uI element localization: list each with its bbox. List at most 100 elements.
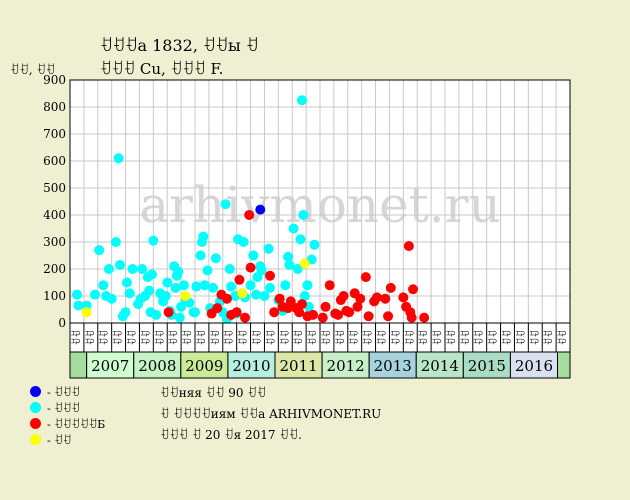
data-point — [162, 277, 173, 288]
data-point — [403, 241, 414, 252]
data-point — [221, 293, 232, 304]
legend-swatch-yellow — [30, 433, 41, 445]
x-category-label: ꀀꀀ — [515, 330, 527, 346]
data-point — [106, 293, 117, 304]
y-tick-label: 700 — [43, 127, 66, 141]
x-category-label: ꀀꀀ — [293, 330, 305, 346]
x-category-label: ꀀꀀ — [474, 330, 486, 346]
year-band — [368, 351, 417, 379]
year-label: 2010 — [232, 357, 270, 375]
legend-label: - ꀀꀀꀀ — [47, 385, 80, 399]
legend-label: - ꀀꀀꀀ — [47, 401, 80, 415]
year-label: 2013 — [374, 357, 412, 375]
note-line: ꀀꀀняя ꀀꀀ 90 ꀀꀀ — [160, 386, 267, 400]
data-point — [419, 312, 430, 323]
data-point — [283, 251, 294, 262]
data-point — [324, 280, 335, 291]
year-band — [133, 351, 182, 379]
data-point — [98, 280, 109, 291]
year-band — [509, 351, 558, 379]
y-tick-label: 200 — [43, 262, 66, 276]
data-point — [190, 307, 200, 318]
data-point — [248, 250, 259, 261]
data-point — [298, 210, 309, 220]
x-category-label: ꀀꀀ — [335, 330, 347, 346]
data-point — [113, 153, 124, 164]
x-category-label: ꀀꀀ — [418, 330, 430, 346]
data-point — [231, 307, 242, 318]
y-tick-label: 300 — [43, 235, 66, 249]
y-tick-label: 400 — [43, 208, 66, 222]
data-point — [309, 239, 320, 250]
legend-swatch-blue — [30, 385, 41, 397]
x-category-label: ꀀꀀ — [529, 330, 541, 346]
x-category-label: ꀀꀀ — [502, 330, 514, 346]
data-point — [127, 264, 138, 274]
data-point — [352, 301, 363, 312]
data-point — [198, 231, 209, 242]
y-tick-label: 500 — [43, 181, 66, 195]
data-point — [371, 292, 382, 303]
data-point — [124, 288, 135, 299]
data-point — [121, 277, 132, 288]
year-cell-end — [557, 351, 571, 379]
data-point — [195, 250, 206, 261]
data-point — [295, 234, 306, 245]
year-band — [86, 351, 135, 379]
data-point — [251, 289, 262, 300]
notes: ꀀꀀняя ꀀꀀ 90 ꀀꀀ ꀀ ꀀꀀꀀꀀиям ꀀꀀа ARHIVMONET.… — [160, 383, 381, 446]
data-point — [398, 292, 409, 303]
x-category-label: ꀀꀀ — [432, 330, 444, 346]
x-category-label: ꀀꀀ — [252, 330, 264, 346]
x-category-label: ꀀꀀ — [363, 330, 375, 346]
data-point — [120, 307, 131, 318]
legend-item: - ꀀꀀꀀ — [30, 399, 105, 415]
data-point — [380, 293, 391, 304]
x-category-label: ꀀꀀ — [265, 330, 277, 346]
x-category-label: ꀀꀀ — [460, 330, 472, 346]
data-point — [151, 309, 162, 320]
chart-title: ꀀꀀꀀа 1832, ꀀꀀы ꀀ — [100, 36, 259, 55]
watermark: arhivmonet.ru — [139, 176, 501, 234]
data-point — [148, 235, 159, 246]
data-point — [71, 289, 82, 300]
x-category-label: ꀀꀀ — [488, 330, 500, 346]
data-point — [202, 265, 213, 276]
data-point — [210, 253, 221, 264]
year-label: 2009 — [185, 357, 223, 375]
data-point — [259, 291, 270, 301]
data-point — [299, 291, 310, 301]
data-point — [383, 311, 394, 322]
x-category-label: ꀀꀀ — [168, 330, 180, 346]
data-point — [299, 258, 310, 269]
x-category-label: ꀀꀀ — [210, 330, 222, 346]
x-category-label: ꀀꀀ — [238, 330, 250, 346]
x-category-label: ꀀꀀ — [377, 330, 389, 346]
data-point — [199, 280, 210, 291]
x-category-label: ꀀꀀ — [154, 330, 166, 346]
y-tick-label: 100 — [43, 289, 66, 303]
data-point — [244, 210, 255, 220]
x-category-label: ꀀꀀ — [113, 330, 125, 346]
data-point — [265, 270, 275, 281]
data-point — [302, 280, 313, 291]
data-point — [226, 281, 237, 292]
legend-item: - ꀀꀀꀀ — [30, 383, 105, 399]
data-point — [220, 199, 231, 210]
data-point — [296, 95, 307, 106]
data-point — [234, 274, 245, 285]
note-line: ꀀꀀꀀ ꀀ 20 ꀀя 2017 ꀀꀀ. — [160, 428, 302, 442]
data-point — [245, 262, 256, 273]
year-label: 2007 — [91, 357, 129, 375]
data-point — [265, 282, 275, 293]
data-point — [170, 282, 181, 293]
year-band — [462, 351, 511, 379]
x-category-label: ꀀꀀ — [321, 330, 333, 346]
x-category-label: ꀀꀀ — [349, 330, 361, 346]
data-point — [360, 272, 371, 283]
data-point — [408, 284, 419, 295]
x-category-label: ꀀꀀ — [99, 330, 111, 346]
data-point — [90, 289, 100, 300]
data-point — [296, 299, 307, 310]
